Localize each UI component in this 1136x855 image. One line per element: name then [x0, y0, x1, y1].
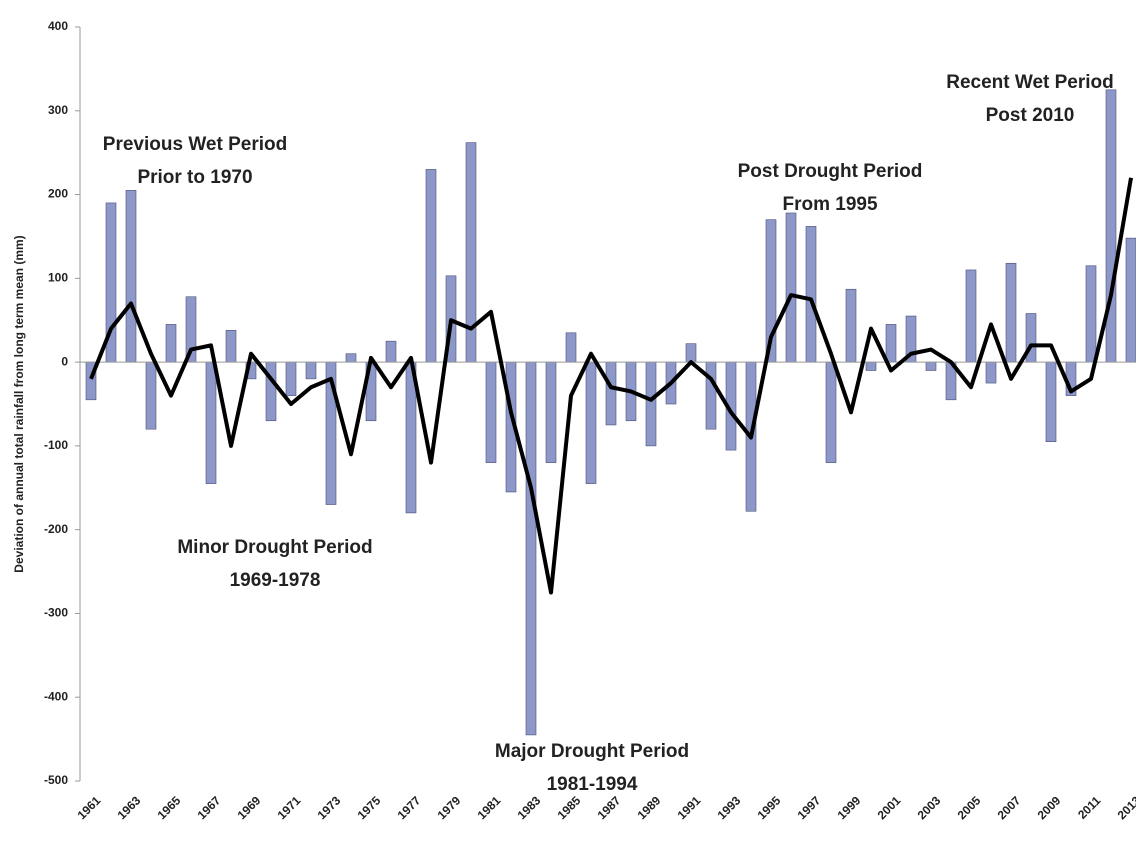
bar [1045, 361, 1057, 443]
bar [345, 353, 357, 363]
x-tick-label: 2005 [955, 793, 984, 822]
bar [1005, 262, 1017, 363]
y-tick-label: -100 [44, 438, 68, 452]
x-tick-label: 2011 [1075, 793, 1104, 822]
x-tick-label: 2013 [1115, 793, 1136, 822]
x-tick-label: 1975 [355, 793, 384, 822]
y-tick-label: -200 [44, 522, 68, 536]
annotation: Recent Wet Period [946, 72, 1114, 93]
y-tick-label: -400 [44, 689, 68, 703]
x-tick-label: 2001 [875, 793, 904, 822]
annotation: Prior to 1970 [137, 167, 252, 188]
x-tick-label: 1969 [235, 793, 264, 822]
bar [845, 288, 857, 363]
bar [825, 361, 837, 463]
y-axis-label: Deviation of annual total rainfall from … [12, 235, 26, 572]
bar [705, 361, 717, 430]
bar [525, 361, 537, 736]
bar [925, 361, 937, 371]
y-tick-label: -300 [44, 606, 68, 620]
bar [125, 190, 137, 363]
x-tick-label: 1999 [835, 793, 864, 822]
annotation: Minor Drought Period [177, 537, 372, 558]
bar [225, 329, 237, 363]
bar [385, 340, 397, 363]
bar [565, 332, 577, 363]
x-tick-label: 1997 [795, 793, 824, 822]
x-tick-label: 1967 [195, 793, 224, 822]
bar [1125, 237, 1136, 363]
x-tick-label: 1993 [715, 793, 744, 822]
x-tick-label: 1979 [435, 793, 464, 822]
bar [645, 361, 657, 447]
bar [265, 361, 277, 422]
bar [1085, 265, 1097, 363]
bar [605, 361, 617, 426]
y-tick-label: 0 [61, 354, 68, 368]
bar [305, 361, 317, 380]
x-tick-label: 1995 [755, 793, 784, 822]
x-tick-label: 1983 [515, 793, 544, 822]
y-tick-label: 400 [48, 19, 68, 33]
x-tick-label: 1987 [595, 793, 624, 822]
bar [1105, 89, 1117, 363]
annotation: 1981-1994 [547, 774, 638, 795]
y-tick-label: 300 [48, 103, 68, 117]
annotation: Major Drought Period [495, 741, 689, 762]
y-tick-label: 200 [48, 187, 68, 201]
x-tick-label: 1963 [115, 793, 144, 822]
x-tick-label: 2009 [1035, 793, 1064, 822]
bar [885, 324, 897, 363]
annotation: From 1995 [782, 194, 877, 215]
annotation: Previous Wet Period [103, 134, 287, 155]
x-tick-label: 1971 [275, 793, 304, 822]
bar [425, 169, 437, 363]
bar [685, 343, 697, 363]
x-tick-label: 1981 [475, 793, 504, 822]
bar [865, 361, 877, 371]
x-tick-label: 2003 [915, 793, 944, 822]
y-tick-label: -500 [44, 773, 68, 787]
annotation: Post Drought Period [738, 161, 923, 182]
y-tick-label: 100 [48, 271, 68, 285]
bar [985, 361, 997, 384]
bar [205, 361, 217, 484]
x-tick-label: 1977 [395, 793, 424, 822]
x-tick-label: 1973 [315, 793, 344, 822]
bar [165, 324, 177, 363]
annotation: 1969-1978 [230, 570, 321, 591]
x-tick-label: 1989 [635, 793, 664, 822]
bar [965, 269, 977, 363]
x-tick-label: 1961 [75, 793, 104, 822]
bar [485, 361, 497, 463]
x-tick-label: 1991 [675, 793, 704, 822]
x-tick-label: 2007 [995, 793, 1024, 822]
x-tick-label: 1985 [555, 793, 584, 822]
bar [805, 226, 817, 363]
x-tick-label: 1965 [155, 793, 184, 822]
bar [785, 212, 797, 363]
bar [285, 361, 297, 396]
moving-average-line [89, 177, 1133, 595]
bar [545, 361, 557, 463]
bar [585, 361, 597, 484]
annotation: Post 2010 [986, 105, 1075, 126]
bar [145, 361, 157, 430]
